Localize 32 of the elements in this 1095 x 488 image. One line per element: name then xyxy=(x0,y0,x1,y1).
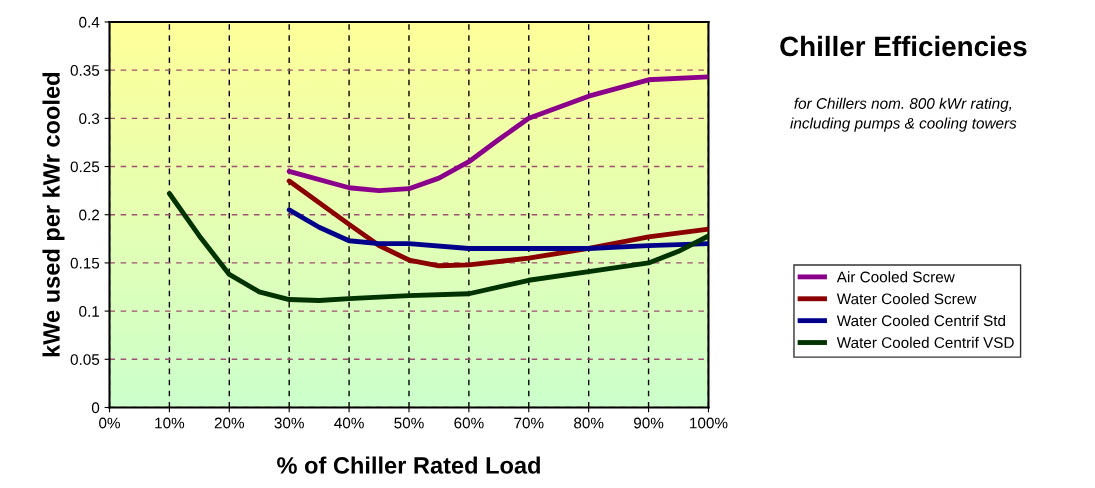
text: Chiller Efficiencies xyxy=(780,35,1027,57)
y-axis-title: kWe used per kWr cooled xyxy=(42,73,65,357)
line-series xyxy=(286,207,709,251)
x-tick-label: 0% xyxy=(99,417,120,429)
line-series xyxy=(286,74,709,194)
x-tick-label: 80% xyxy=(574,417,604,429)
y-tick-label: 0.1 xyxy=(79,305,100,317)
legend-label: Water Cooled Screw xyxy=(836,293,977,305)
x-tick-label: 30% xyxy=(274,417,304,429)
x-tick-label: 40% xyxy=(334,417,364,429)
x-axis-title: % of Chiller Rated Load xyxy=(277,456,540,474)
x-tick-label: 90% xyxy=(634,417,664,429)
x-tick-label: 50% xyxy=(394,417,424,429)
legend-label: Water Cooled Centrif Std xyxy=(836,314,1006,327)
legend-label: Water Cooled Centrif VSD xyxy=(836,336,1014,349)
text: for Chillers nom. 800 kWr rating, including pumps & cooling towers xyxy=(790,97,1017,132)
x-tick-label: 60% xyxy=(454,417,484,429)
line-series xyxy=(286,178,709,269)
x-tick-label: 20% xyxy=(214,417,245,429)
y-tick-label: 0 xyxy=(91,402,100,414)
legend-label: Air Cooled Screw xyxy=(836,271,955,283)
y-tick-label: 0.35 xyxy=(70,65,100,76)
y-tick-label: 0.2 xyxy=(79,209,100,221)
y-tick-label: 0.3 xyxy=(79,113,100,125)
y-tick-label: 0.15 xyxy=(70,257,100,269)
x-tick-label: 10% xyxy=(155,417,185,429)
line-series xyxy=(166,191,709,303)
x-tick-label: 100% xyxy=(690,417,728,429)
y-tick-label: 0.05 xyxy=(70,354,100,365)
y-tick-label: 0.4 xyxy=(79,16,100,28)
x-tick-label: 70% xyxy=(514,417,544,429)
y-tick-label: 0.25 xyxy=(70,161,100,173)
